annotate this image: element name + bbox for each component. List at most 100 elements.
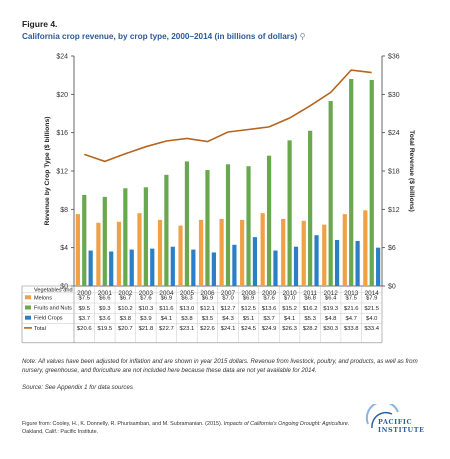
bar-vegetables-and-melons xyxy=(240,219,245,286)
logo-line2: INSTITUTE xyxy=(378,426,425,434)
note-lead: Note: xyxy=(22,358,37,365)
x-tick-label: 2006 xyxy=(200,290,215,297)
table-cell-fruits-and-nuts: $9.3 xyxy=(99,306,111,312)
table-cell-field-crops: $3.7 xyxy=(79,316,90,322)
bar-field-crops xyxy=(355,240,360,286)
y-axis-label-left: Revenue by Crop Type ($ billions) xyxy=(44,116,51,225)
bar-vegetables-and-melons xyxy=(96,222,101,286)
table-cell-fruits-and-nuts: $12.1 xyxy=(200,306,215,312)
y-tick-label-right: $24 xyxy=(388,130,400,137)
table-cell-fruits-and-nuts: $10.2 xyxy=(118,306,133,312)
legend-label-vegetables-and-melons-line1: Vegetables and xyxy=(34,287,73,293)
table-cell-total: $23.1 xyxy=(180,326,195,332)
table-cell-vegetables-and-melons: $7.9 xyxy=(366,296,377,302)
magnifier-icon[interactable]: ⚲ xyxy=(299,32,306,41)
bar-field-crops xyxy=(170,246,175,286)
table-cell-total: $33.4 xyxy=(364,326,379,332)
bar-field-crops xyxy=(252,237,258,286)
line-total xyxy=(84,69,372,163)
table-cell-vegetables-and-melons: $6.9 xyxy=(202,296,213,302)
legend-label-total: Total xyxy=(34,326,46,332)
credit-title: Impacts of California’s Ongoing Drought:… xyxy=(223,421,348,427)
x-tick-label: 2014 xyxy=(365,290,380,297)
pacific-institute-logo xyxy=(365,404,399,429)
bar-vegetables-and-melons xyxy=(342,214,347,286)
bar-fruits-and-nuts xyxy=(225,164,231,286)
table-cell-field-crops: $5.3 xyxy=(304,316,316,322)
table-cell-vegetables-and-melons: $7.0 xyxy=(284,296,296,302)
table-cell-field-crops: $4.8 xyxy=(325,316,337,322)
legend-swatch-vegetables-and-melons xyxy=(25,295,31,300)
table-cell-fruits-and-nuts: $9.5 xyxy=(79,306,91,312)
figure-credit: Figure from: Cooley, H., K. Donnelly, R.… xyxy=(22,421,352,437)
bar-fruits-and-nuts xyxy=(287,140,292,286)
table-cell-fruits-and-nuts: $11.6 xyxy=(159,306,174,312)
table-cell-total: $24.9 xyxy=(262,326,277,332)
table-cell-total: $30.3 xyxy=(323,326,338,332)
y-tick-label-left: $0 xyxy=(60,284,68,291)
table-cell-total: $33.8 xyxy=(344,326,359,332)
source-lead: Source: xyxy=(22,384,44,391)
bar-field-crops xyxy=(191,249,196,286)
bar-vegetables-and-melons xyxy=(137,213,142,286)
bar-field-crops xyxy=(109,251,114,286)
bar-fruits-and-nuts xyxy=(246,166,251,286)
credit-suffix: . Oakland, Calif.: Pacific Institute. xyxy=(22,421,350,435)
x-tick-label: 2009 xyxy=(262,290,277,297)
table-cell-vegetables-and-melons: $7.6 xyxy=(140,296,152,302)
bar-vegetables-and-melons xyxy=(281,218,286,286)
table-cell-fruits-and-nuts: $13.0 xyxy=(180,306,195,312)
bar-fruits-and-nuts xyxy=(143,187,148,286)
table-cell-total: $22.7 xyxy=(159,326,174,332)
table-cell-vegetables-and-melons: $6.9 xyxy=(243,296,254,302)
table-cell-vegetables-and-melons: $6.4 xyxy=(325,296,337,302)
bar-fruits-and-nuts xyxy=(205,170,210,286)
table-cell-total: $19.5 xyxy=(97,326,112,332)
y-tick-label-right: $12 xyxy=(388,207,400,214)
logo-text: PACIFIC INSTITUTE xyxy=(378,418,425,434)
x-tick-label: 2000 xyxy=(77,290,92,297)
table-cell-field-crops: $4.0 xyxy=(366,316,378,322)
y-tick-label-right: $18 xyxy=(388,169,400,176)
bar-vegetables-and-melons xyxy=(116,221,122,286)
bar-vegetables-and-melons xyxy=(178,225,183,286)
table-cell-vegetables-and-melons: $7.5 xyxy=(79,296,91,302)
bar-field-crops xyxy=(232,244,237,286)
bar-field-crops xyxy=(273,250,278,286)
table-cell-fruits-and-nuts: $16.2 xyxy=(303,306,318,312)
table-cell-field-crops: $3.9 xyxy=(140,316,151,322)
bar-field-crops xyxy=(293,246,299,286)
legend-swatch-fruits-and-nuts xyxy=(25,305,31,310)
bar-vegetables-and-melons xyxy=(219,218,224,286)
legend-label-fruits-and-nuts: Fruits and Nuts xyxy=(34,306,72,312)
x-tick-label: 2010 xyxy=(282,290,297,297)
table-cell-total: $20.7 xyxy=(118,326,133,332)
table-cell-total: $24.1 xyxy=(221,326,236,332)
table-cell-fruits-and-nuts: $10.3 xyxy=(138,306,153,312)
bar-fruits-and-nuts xyxy=(82,194,87,286)
y-tick-label-left: $4 xyxy=(60,245,68,252)
bar-field-crops xyxy=(150,248,155,286)
table-cell-vegetables-and-melons: $6.3 xyxy=(181,296,193,302)
table-cell-field-crops: $3.7 xyxy=(263,316,274,322)
bar-vegetables-and-melons xyxy=(301,220,306,286)
table-cell-total: $26.3 xyxy=(282,326,297,332)
table-cell-total: $21.8 xyxy=(138,326,153,332)
legend-label-field-crops: Field Crops xyxy=(34,316,63,322)
y-tick-label-left: $20 xyxy=(56,92,68,99)
table-cell-vegetables-and-melons: $6.9 xyxy=(161,296,172,302)
bar-vegetables-and-melons xyxy=(75,214,80,286)
table-cell-field-crops: $4.1 xyxy=(161,316,172,322)
table-cell-field-crops: $3.8 xyxy=(120,316,132,322)
table-cell-total: $28.2 xyxy=(303,326,318,332)
bar-field-crops xyxy=(334,240,340,286)
table-cell-total: $20.6 xyxy=(77,326,92,332)
table-cell-fruits-and-nuts: $19.3 xyxy=(323,306,338,312)
table-cell-fruits-and-nuts: $12.7 xyxy=(221,306,236,312)
bar-fruits-and-nuts xyxy=(184,161,190,286)
bar-vegetables-and-melons xyxy=(322,224,327,286)
x-tick-label: 2005 xyxy=(180,290,195,297)
bar-fruits-and-nuts xyxy=(266,155,272,286)
bar-vegetables-and-melons xyxy=(198,219,204,286)
bar-fruits-and-nuts xyxy=(123,188,128,286)
